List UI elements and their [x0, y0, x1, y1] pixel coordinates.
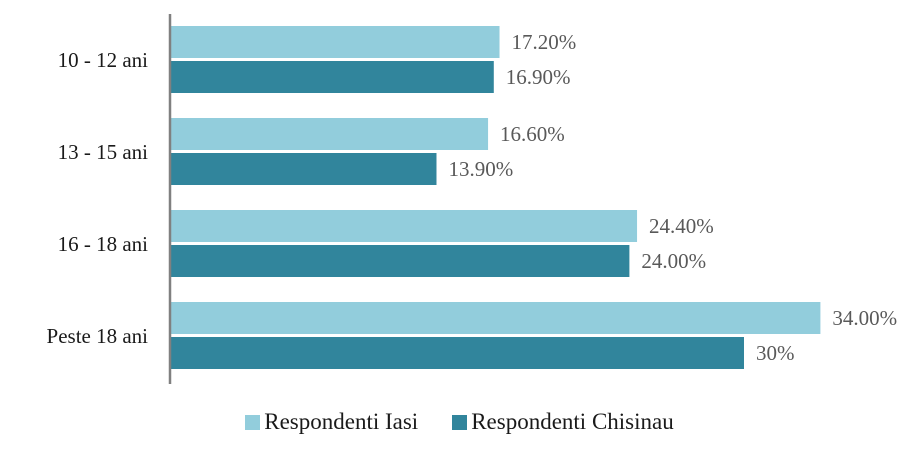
- data-label-respondenti-iasi-16-18-ani: 24.40%: [649, 214, 714, 238]
- bar-respondenti-iasi-peste-18-ani: [171, 302, 821, 334]
- data-label-respondenti-iasi-peste-18-ani: 34.00%: [832, 306, 897, 330]
- category-label-13-15-ani: 13 - 15 ani: [58, 140, 149, 164]
- bar-respondenti-chisinau-16-18-ani: [171, 245, 630, 277]
- legend-item-chisinau: Respondenti Chisinau: [452, 409, 674, 435]
- legend-swatch-chisinau: [452, 414, 468, 430]
- bar-respondenti-iasi-16-18-ani: [171, 210, 638, 242]
- category-label-16-18-ani: 16 - 18 ani: [58, 232, 149, 256]
- legend: Respondenti Iasi Respondenti Chisinau: [0, 404, 919, 440]
- data-label-respondenti-chisinau-13-15-ani: 13.90%: [448, 157, 513, 181]
- bar-respondenti-chisinau-peste-18-ani: [171, 337, 744, 369]
- bar-respondenti-chisinau-10-12-ani: [171, 61, 494, 93]
- labels-layer: 10 - 12 ani 17.20% 16.90% 13 - 15 ani 16.60%…: [47, 30, 898, 365]
- legend-swatch-iasi: [245, 414, 261, 430]
- data-label-respondenti-iasi-13-15-ani: 16.60%: [500, 122, 565, 146]
- data-label-respondenti-iasi-10-12-ani: 17.20%: [512, 30, 577, 54]
- legend-label-iasi: Respondenti Iasi: [264, 409, 419, 434]
- data-label-respondenti-chisinau-10-12-ani: 16.90%: [506, 65, 571, 89]
- bar-respondenti-chisinau-13-15-ani: [171, 153, 437, 185]
- legend-item-iasi: Respondenti Iasi: [245, 409, 418, 435]
- data-label-respondenti-chisinau-peste-18-ani: 30%: [756, 341, 795, 365]
- bars-layer: [171, 26, 821, 369]
- bar-respondenti-iasi-10-12-ani: [171, 26, 500, 58]
- bar-respondenti-iasi-13-15-ani: [171, 118, 489, 150]
- legend-label-chisinau: Respondenti Chisinau: [471, 409, 674, 434]
- category-label-peste-18-ani: Peste 18 ani: [47, 324, 149, 348]
- category-label-10-12-ani: 10 - 12 ani: [58, 48, 149, 72]
- data-label-respondenti-chisinau-16-18-ani: 24.00%: [641, 249, 706, 273]
